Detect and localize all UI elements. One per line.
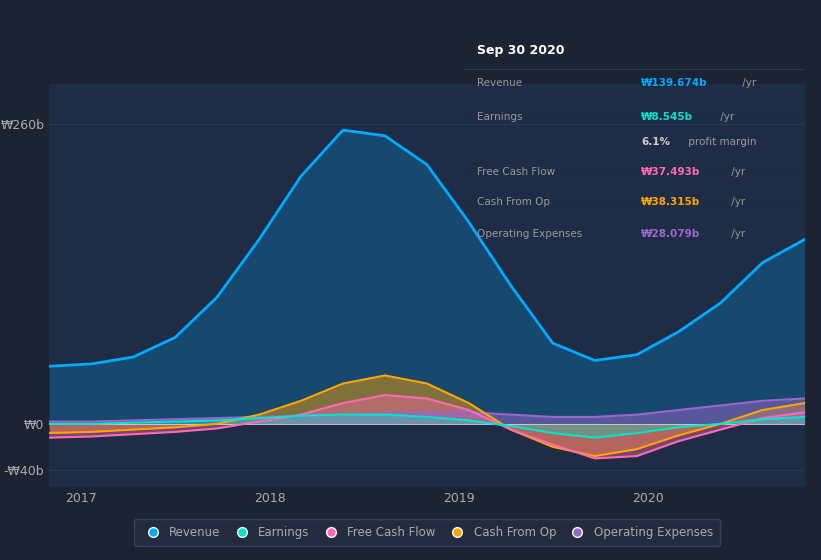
Text: Earnings: Earnings xyxy=(478,111,523,122)
Text: ₩8.545b: ₩8.545b xyxy=(641,111,693,122)
Text: ₩38.315b: ₩38.315b xyxy=(641,197,700,207)
Text: Operating Expenses: Operating Expenses xyxy=(478,228,583,239)
Text: ₩28.079b: ₩28.079b xyxy=(641,228,700,239)
Legend: Revenue, Earnings, Free Cash Flow, Cash From Op, Operating Expenses: Revenue, Earnings, Free Cash Flow, Cash … xyxy=(134,519,720,546)
Text: /yr: /yr xyxy=(739,78,756,87)
Text: Revenue: Revenue xyxy=(478,78,523,87)
Text: ₩139.674b: ₩139.674b xyxy=(641,78,708,87)
Text: Free Cash Flow: Free Cash Flow xyxy=(478,167,556,177)
Text: Sep 30 2020: Sep 30 2020 xyxy=(478,44,565,57)
Text: ₩37.493b: ₩37.493b xyxy=(641,167,700,177)
Text: profit margin: profit margin xyxy=(685,137,756,147)
Text: 6.1%: 6.1% xyxy=(641,137,670,147)
Text: /yr: /yr xyxy=(728,167,745,177)
Text: /yr: /yr xyxy=(728,197,745,207)
Text: /yr: /yr xyxy=(718,111,735,122)
Text: Cash From Op: Cash From Op xyxy=(478,197,551,207)
Text: /yr: /yr xyxy=(728,228,745,239)
